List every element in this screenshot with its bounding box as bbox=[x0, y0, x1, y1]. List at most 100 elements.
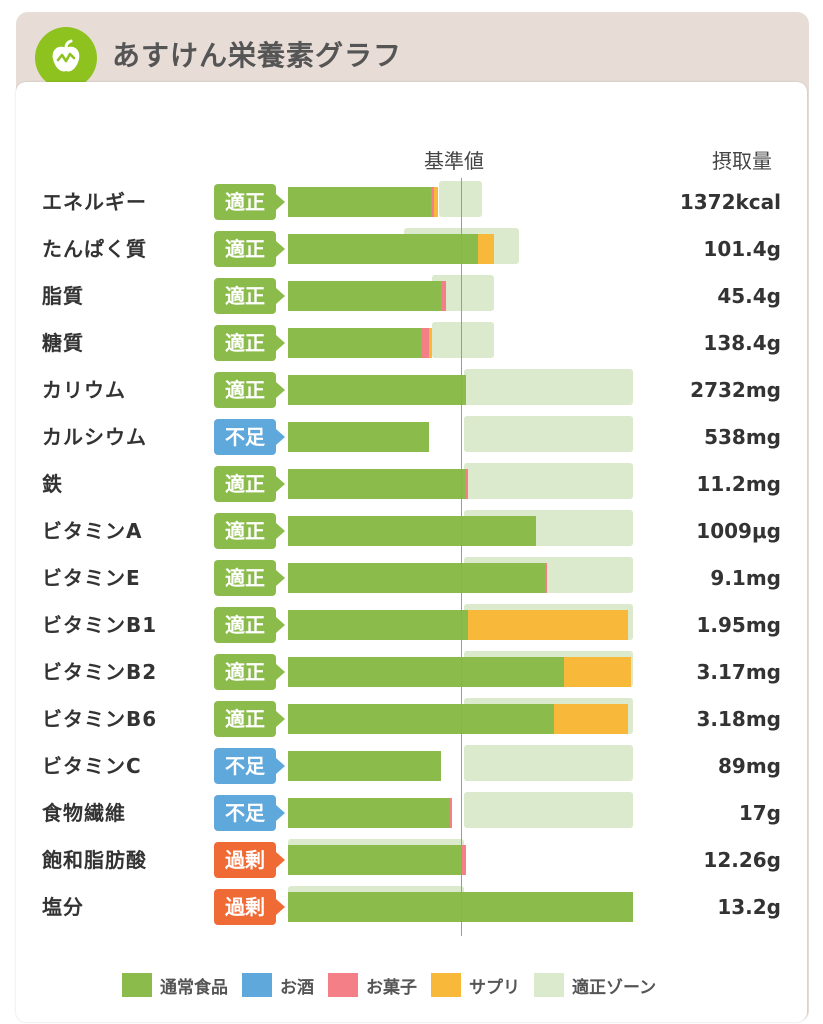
intake-value: 11.2mg bbox=[696, 472, 781, 496]
status-badge-label: 適正 bbox=[225, 284, 265, 308]
nutrient-label: エネルギー bbox=[42, 190, 147, 214]
bar-segment-food bbox=[288, 798, 450, 828]
status-badge: 過剰 bbox=[214, 889, 285, 925]
intake-value: 1009μg bbox=[696, 519, 781, 543]
zone-bar bbox=[464, 792, 633, 828]
status-badge: 適正 bbox=[214, 278, 285, 314]
zone-bar bbox=[464, 463, 633, 499]
status-badge: 不足 bbox=[214, 748, 285, 784]
intake-header: 摂取量 bbox=[712, 149, 772, 173]
status-badge: 適正 bbox=[214, 184, 285, 220]
legend-swatch bbox=[328, 973, 358, 997]
status-badge-label: 過剰 bbox=[225, 895, 265, 919]
intake-value: 101.4g bbox=[703, 237, 781, 261]
bar-segment-snack bbox=[441, 281, 447, 311]
intake-value: 2732mg bbox=[690, 378, 781, 402]
intake-value: 538mg bbox=[704, 425, 781, 449]
intake-value: 13.2g bbox=[717, 895, 781, 919]
intake-value: 1372kcal bbox=[679, 190, 781, 214]
bar-segment-food bbox=[288, 704, 554, 734]
zone-bar bbox=[432, 322, 494, 358]
zone-bar bbox=[464, 369, 633, 405]
status-badge-label: 不足 bbox=[225, 754, 265, 778]
legend-swatch bbox=[534, 973, 564, 997]
status-badge: 適正 bbox=[214, 231, 285, 267]
status-badge-label: 不足 bbox=[225, 425, 265, 449]
zone-bar bbox=[464, 416, 633, 452]
status-badge-label: 適正 bbox=[225, 707, 265, 731]
nutrient-label: 鉄 bbox=[42, 472, 63, 496]
legend-label: サプリ bbox=[469, 977, 520, 998]
legend-item: サプリ bbox=[431, 973, 520, 998]
bar-segment-food bbox=[288, 657, 565, 687]
intake-value: 89mg bbox=[718, 754, 781, 778]
zone-bar bbox=[439, 181, 482, 217]
status-badge-label: 適正 bbox=[225, 519, 265, 543]
bar-segment-snack bbox=[449, 798, 452, 828]
status-badge-label: 過剰 bbox=[225, 848, 265, 872]
bar-segment-food bbox=[288, 892, 633, 922]
intake-value: 3.17mg bbox=[696, 660, 781, 684]
status-badge-label: 適正 bbox=[225, 190, 265, 214]
bar-segment-supplement bbox=[553, 704, 628, 734]
legend-label: お酒 bbox=[280, 977, 314, 998]
bar-segment-food bbox=[288, 187, 431, 217]
bar-segment-food bbox=[288, 422, 429, 452]
intake-value: 3.18mg bbox=[696, 707, 781, 731]
nutrient-label: 飽和脂肪酸 bbox=[42, 848, 147, 872]
status-badge: 不足 bbox=[214, 419, 285, 455]
bar-segment-snack bbox=[430, 187, 435, 217]
bar-segment-food bbox=[288, 469, 466, 499]
zone-bar bbox=[464, 745, 633, 781]
nutrient-label: ビタミンB6 bbox=[42, 707, 158, 731]
bar-segment-food bbox=[288, 751, 442, 781]
bar-segment-food bbox=[288, 563, 545, 593]
status-badge: 適正 bbox=[214, 560, 285, 596]
bar-segment-snack bbox=[421, 328, 429, 358]
status-badge: 適正 bbox=[214, 372, 285, 408]
bar-segment-food bbox=[288, 375, 466, 405]
bar-segment-snack bbox=[544, 563, 547, 593]
status-badge-label: 適正 bbox=[225, 378, 265, 402]
legend-swatch bbox=[122, 973, 152, 997]
legend-item: 通常食品 bbox=[122, 973, 228, 998]
intake-value: 17g bbox=[738, 801, 781, 825]
app-title: あすけん栄養素グラフ bbox=[112, 39, 403, 72]
bar-segment-food bbox=[288, 610, 468, 640]
status-badge-label: 適正 bbox=[225, 660, 265, 684]
legend-label: お菓子 bbox=[366, 977, 417, 998]
bar-segment-supplement bbox=[564, 657, 632, 687]
intake-value: 12.26g bbox=[703, 848, 781, 872]
nutrient-label: ビタミンB1 bbox=[42, 613, 158, 637]
chart-legend: 通常食品 お酒 お菓子 サプリ 適正ゾーン bbox=[122, 970, 670, 1000]
apple-chart-icon bbox=[35, 27, 97, 89]
intake-value: 1.95mg bbox=[696, 613, 781, 637]
status-badge: 適正 bbox=[214, 466, 285, 502]
status-badge: 不足 bbox=[214, 795, 285, 831]
legend-label: 通常食品 bbox=[160, 977, 228, 998]
bar-segment-supplement bbox=[467, 610, 628, 640]
status-badge-label: 適正 bbox=[225, 331, 265, 355]
reference-line bbox=[461, 178, 462, 936]
intake-value: 45.4g bbox=[717, 284, 781, 308]
nutrient-label: 糖質 bbox=[42, 331, 84, 355]
bar-segment-snack bbox=[462, 845, 466, 875]
bar-segment-food bbox=[288, 845, 463, 875]
legend-item: お菓子 bbox=[328, 973, 417, 998]
status-badge: 適正 bbox=[214, 701, 285, 737]
intake-value: 138.4g bbox=[703, 331, 781, 355]
legend-item: お酒 bbox=[242, 973, 314, 998]
intake-value: 9.1mg bbox=[710, 566, 781, 590]
status-badge: 適正 bbox=[214, 325, 285, 361]
nutrient-label: 塩分 bbox=[42, 895, 84, 919]
legend-label: 適正ゾーン bbox=[572, 977, 657, 998]
nutrient-label: ビタミンE bbox=[42, 566, 141, 590]
status-badge: 適正 bbox=[214, 513, 285, 549]
status-badge: 適正 bbox=[214, 654, 285, 690]
nutrient-label: ビタミンB2 bbox=[42, 660, 158, 684]
bar-segment-snack bbox=[465, 469, 468, 499]
bar-segment-food bbox=[288, 281, 442, 311]
status-badge: 過剰 bbox=[214, 842, 285, 878]
status-badge-label: 適正 bbox=[225, 237, 265, 261]
reference-value-header: 基準値 bbox=[424, 149, 484, 173]
